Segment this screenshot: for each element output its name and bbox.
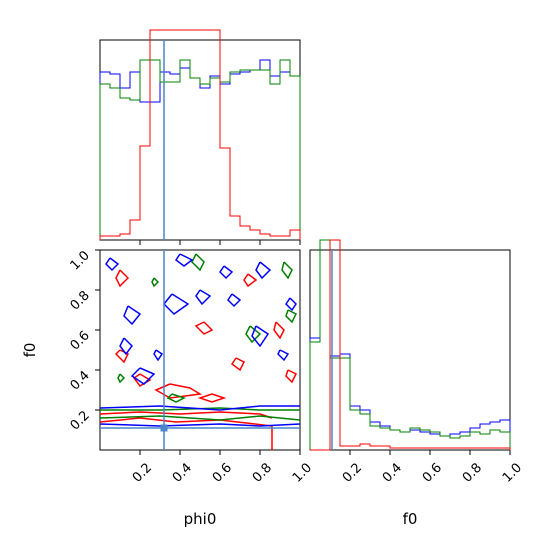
contour-series-1-level-6: [285, 309, 298, 324]
contour-series-0-level-8: [273, 321, 285, 340]
phi0-hist-series-0: [99, 59, 301, 240]
phi0-marginal-panel: [99, 29, 301, 241]
f0-hist-xtick-label: 0.2: [340, 460, 365, 485]
f0-ytick-label: 0.2: [68, 408, 93, 433]
f0-ytick-label: 0.8: [68, 288, 93, 313]
contour-series-2-level-14: [277, 349, 290, 362]
contour-series-2-level-13: [285, 297, 297, 312]
contour-series-0-level-2: [154, 383, 203, 399]
contour-series-2-level-0: [99, 405, 300, 411]
phi0-xtick-label: 0.6: [210, 460, 235, 485]
contour-series-0-level-11: [285, 369, 298, 384]
f0-ytick-label: 0.6: [68, 328, 93, 353]
contour-series-0-level-7: [230, 357, 246, 372]
y-axis-label-f0: f0: [21, 343, 39, 358]
f0-hist-series-2: [310, 239, 511, 451]
f0-ytick-label: 1.0: [68, 248, 93, 273]
contour-series-1-level-1: [99, 415, 301, 421]
contour-series-2-level-9: [251, 325, 270, 348]
contour-series-2-level-2: [130, 367, 156, 385]
contour-series-2-level-8: [119, 337, 133, 356]
f0-hist-xtick-label: 0.8: [460, 460, 485, 485]
contour-series-2-level-12: [227, 293, 242, 308]
f0-hist-series-1: [309, 239, 511, 450]
contour-series-1-level-4: [191, 253, 205, 272]
f0-hist-xtick-label: 1.0: [500, 460, 525, 485]
contour-series-1-level-5: [245, 325, 262, 344]
contour-series-1-level-2: [166, 393, 186, 403]
contour-series-0-level-0: [99, 411, 273, 419]
phi0-hist-series-2: [99, 29, 301, 240]
contour-series-2-level-4: [123, 305, 142, 326]
contour-series-2-level-5: [174, 253, 194, 267]
x-axis-label-phi0: phi0: [184, 510, 217, 528]
contour-series-0-level-4: [115, 269, 130, 288]
contour-series-2-level-10: [195, 289, 212, 306]
contour-series-0-level-9: [243, 273, 258, 288]
f0-marginal-panel: [309, 239, 511, 451]
phi0-xtick-label: 1.0: [290, 460, 315, 485]
contour-series-1-level-3: [281, 261, 293, 280]
contour-series-2-level-1: [99, 423, 301, 427]
truth-point-marker: [160, 424, 168, 432]
phi0-xtick-label: 0.8: [250, 460, 275, 485]
phi0-f0-contour-panel: [99, 249, 301, 451]
contour-series-1-level-0: [100, 407, 300, 411]
phi0-hist-series-1: [99, 59, 301, 240]
contour-series-2-level-3: [162, 293, 190, 315]
contour-series-0-level-10: [132, 373, 152, 387]
f0-hist-xtick-label: 0.6: [420, 460, 445, 485]
phi0-xtick-label: 0.4: [170, 460, 195, 485]
contour-series-0-level-1: [99, 417, 273, 450]
contour-series-2-level-11: [153, 349, 164, 362]
f0-ytick-label: 0.4: [68, 368, 93, 393]
contour-series-1-level-7: [151, 277, 160, 288]
x-axis-label-f0: f0: [403, 510, 418, 528]
contour-series-0-level-5: [194, 321, 214, 335]
contour-series-2-level-6: [255, 261, 272, 280]
f0-hist-xtick-label: 0.4: [380, 460, 405, 485]
phi0-xtick-label: 0.2: [130, 460, 155, 485]
contour-series-2-level-7: [219, 265, 234, 280]
contour-series-0-level-6: [114, 349, 130, 364]
contour-series-1-level-8: [117, 373, 126, 384]
contour-series-0-level-3: [197, 393, 227, 403]
contour-series-2-level-15: [105, 257, 120, 272]
